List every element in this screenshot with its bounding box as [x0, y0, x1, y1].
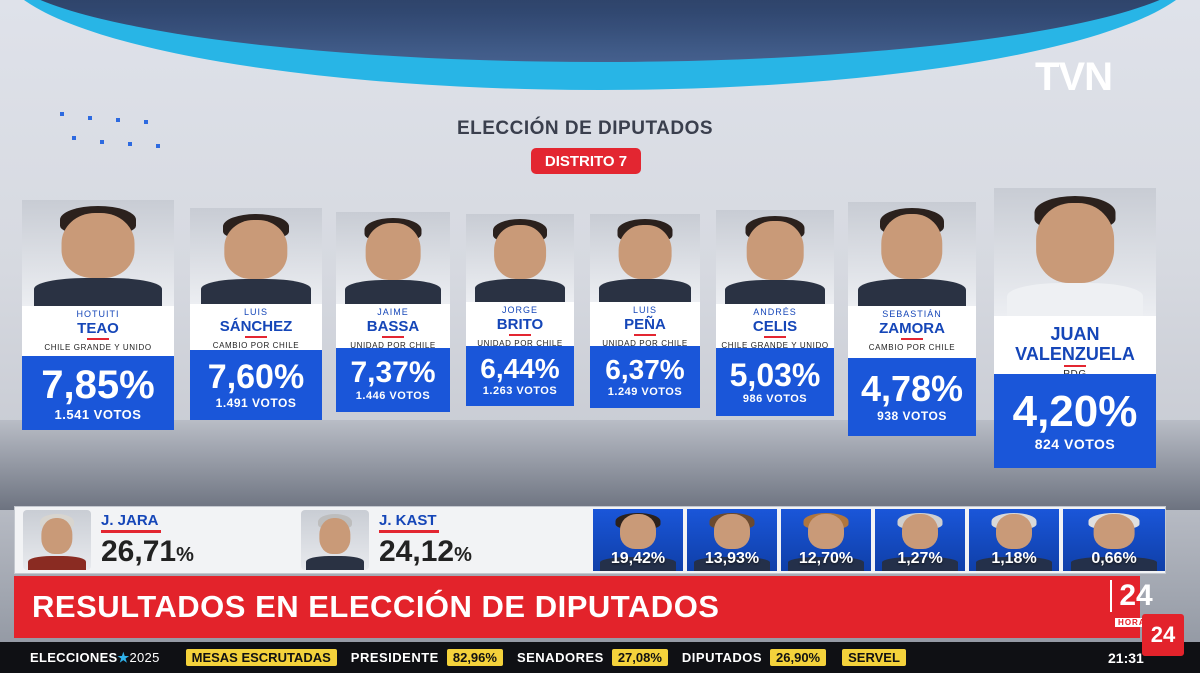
candidate-last-name: TEAO	[77, 320, 119, 337]
ticker-senadores-label: SENADORES	[516, 650, 604, 665]
candidate-party: CHILE GRANDE Y UNIDO	[44, 343, 152, 352]
pres-leader-name: J. KAST	[379, 511, 437, 529]
candidate-photo	[994, 188, 1156, 316]
pres-candidate-pct: 0,66%	[1091, 550, 1137, 567]
candidate-percentage: 5,03%	[729, 357, 821, 393]
pres-leader-kast: J. KAST 24,12%	[301, 507, 472, 573]
channel-sub: HORAS	[1115, 618, 1155, 627]
candidate-first-name: JORGE	[501, 305, 538, 315]
pres-candidate-pct: 1,18%	[991, 550, 1037, 567]
candidate-card-celis: ANDRÉS CELIS CHILE GRANDE Y UNIDO 5,03% …	[716, 210, 834, 416]
pres-candidate-pct: 13,93%	[704, 550, 760, 567]
candidate-votes: 938 VOTOS	[877, 409, 947, 423]
candidate-card-bassa: JAIME BASSA UNIDAD POR CHILE 7,37% 1.446…	[336, 212, 450, 412]
avatar	[301, 510, 369, 570]
pres-leader-pct: 24,12	[379, 534, 455, 568]
candidate-party: CAMBIO POR CHILE	[868, 343, 956, 352]
ticker-brand: ELECCIONES★2025	[30, 649, 160, 665]
ticker-senadores-value: 27,08%	[611, 649, 668, 666]
pres-candidate-pct: 1,27%	[897, 550, 943, 567]
candidate-card-valenzuela: JUAN VALENZUELA PDG 4,20% 824 VOTOS	[994, 188, 1156, 468]
ticker-presidente-label: PRESIDENTE	[350, 650, 439, 665]
candidate-party: UNIDAD POR CHILE	[477, 339, 563, 348]
pres-leader-pct: 26,71	[101, 534, 177, 568]
pres-candidate-pct: 12,70%	[798, 550, 854, 567]
candidate-first-name: JAIME	[377, 307, 409, 317]
candidate-photo	[716, 210, 834, 304]
candidate-card-sanchez: LUIS SÁNCHEZ CAMBIO POR CHILE 7,60% 1.49…	[190, 208, 322, 420]
candidate-percentage: 7,85%	[41, 362, 155, 407]
studio-top-arc	[0, 0, 1200, 90]
candidate-percentage: 6,44%	[480, 353, 560, 384]
bottom-ticker: ELECCIONES★2025 MESAS ESCRUTADAS PRESIDE…	[0, 642, 1200, 673]
pres-candidate-tile: 0,66%	[1061, 509, 1165, 571]
candidate-votes: 1.446 VOTOS	[355, 390, 431, 402]
presidential-results-bar: J. JARA 26,71% J. KAST 24,12% 19,42% 13,…	[14, 506, 1166, 574]
pct-unit: %	[176, 543, 194, 566]
ticker-servel-tag: SERVEL	[842, 649, 906, 666]
candidate-percentage: 6,37%	[605, 354, 685, 385]
district-badge: DISTRITO 7	[531, 148, 641, 174]
candidate-last-name: ZAMORA	[879, 320, 945, 337]
candidate-last-name: JUAN VALENZUELA	[1015, 324, 1135, 364]
candidate-last-name: BASSA	[366, 318, 420, 335]
candidate-votes: 986 VOTOS	[742, 393, 808, 405]
candidate-percentage: 7,60%	[207, 358, 305, 396]
candidate-percentage: 4,78%	[860, 368, 964, 409]
candidate-percentage: 4,20%	[1012, 387, 1138, 436]
headline-banner: RESULTADOS EN ELECCIÓN DE DIPUTADOS	[14, 576, 1140, 638]
candidate-votes: 1.491 VOTOS	[215, 396, 297, 410]
candidate-first-name: LUIS	[243, 307, 268, 317]
ticker-diputados-label: DIPUTADOS	[681, 650, 763, 665]
pres-candidate-tile: 13,93%	[685, 509, 777, 571]
pres-candidate-pct: 19,42%	[610, 550, 666, 567]
candidate-photo	[466, 214, 574, 302]
candidate-photo	[190, 208, 322, 304]
candidate-last-name: PEÑA	[624, 316, 666, 333]
star-icon: ★	[117, 649, 130, 665]
channel-24-badge: 24	[1142, 614, 1184, 656]
candidate-party: UNIDAD POR CHILE	[602, 339, 688, 348]
ticker-diputados-value: 26,90%	[770, 649, 827, 666]
candidate-votes: 824 VOTOS	[1034, 436, 1116, 452]
candidate-votes: 1.541 VOTOS	[54, 406, 142, 422]
candidate-first-name: LUIS	[632, 305, 657, 315]
candidate-card-pena: LUIS PEÑA UNIDAD POR CHILE 6,37% 1.249 V…	[590, 214, 700, 408]
candidate-card-zamora: SEBASTIÁN ZAMORA CAMBIO POR CHILE 4,78% …	[848, 202, 976, 436]
pres-candidate-tile: 1,27%	[873, 509, 965, 571]
channel-24-horas-logo: 24 HORAS	[1110, 580, 1160, 632]
tvn-logo: TVN	[1035, 55, 1113, 99]
pres-candidate-tile: 12,70%	[779, 509, 871, 571]
candidate-photo	[848, 202, 976, 306]
ticker-mesas-tag: MESAS ESCRUTADAS	[185, 649, 337, 666]
pres-candidate-tile: 1,18%	[967, 509, 1059, 571]
candidate-first-name: HOTUITI	[76, 309, 120, 319]
candidate-first-name: SEBASTIÁN	[882, 309, 942, 319]
candidate-last-name: BRITO	[496, 316, 544, 333]
pres-candidate-tile: 19,42%	[591, 509, 683, 571]
pct-unit: %	[454, 543, 472, 566]
candidate-party: UNIDAD POR CHILE	[350, 341, 436, 350]
candidate-photo	[336, 212, 450, 304]
candidate-votes: 1.263 VOTOS	[482, 385, 558, 397]
candidate-first-name: ANDRÉS	[753, 307, 797, 317]
candidate-percentage: 7,37%	[350, 356, 436, 389]
candidate-party: CAMBIO POR CHILE	[212, 341, 300, 350]
candidate-card-brito: JORGE BRITO UNIDAD POR CHILE 6,44% 1.263…	[466, 214, 574, 406]
candidate-card-teao: HOTUITI TEAO CHILE GRANDE Y UNIDO 7,85% …	[22, 200, 174, 430]
pres-leader-name: J. JARA	[101, 511, 159, 529]
ticker-clock: 21:31	[1108, 649, 1144, 666]
avatar	[23, 510, 91, 570]
candidate-last-name: CELIS	[752, 318, 798, 335]
ticker-presidente-value: 82,96%	[446, 649, 503, 666]
candidate-votes: 1.249 VOTOS	[607, 386, 683, 398]
pres-leader-jara: J. JARA 26,71%	[23, 507, 194, 573]
candidate-party: CHILE GRANDE Y UNIDO	[721, 341, 829, 350]
page-title: ELECCIÓN DE DIPUTADOS	[456, 118, 714, 139]
candidate-last-name: SÁNCHEZ	[219, 318, 293, 335]
candidate-photo	[22, 200, 174, 306]
candidate-photo	[590, 214, 700, 302]
channel-number: 24	[1110, 580, 1160, 612]
